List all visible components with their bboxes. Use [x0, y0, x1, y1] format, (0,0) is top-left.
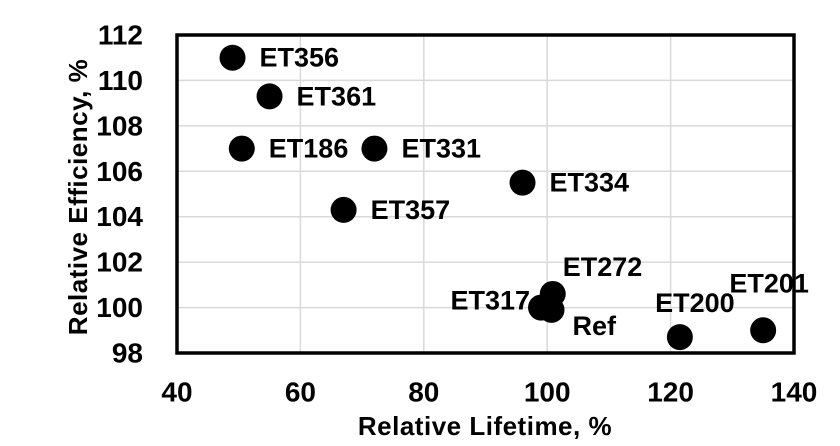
data-point-label: ET201 [729, 268, 809, 298]
data-point-label: ET361 [297, 81, 377, 111]
data-point-label: ET331 [401, 134, 481, 164]
data-point-et356 [219, 44, 246, 71]
x-tick-label: 120 [647, 377, 694, 408]
x-tick-label: 140 [771, 377, 818, 408]
data-point-label: ET357 [371, 195, 451, 225]
data-point-ref [538, 296, 565, 323]
data-point-et334 [509, 169, 536, 196]
y-tick-label: 98 [112, 338, 143, 369]
y-tick-label: 104 [96, 201, 143, 232]
data-point-label: ET356 [260, 43, 340, 73]
y-tick-label: 112 [98, 20, 143, 51]
data-point-et357 [330, 196, 357, 223]
data-point-et200 [666, 324, 693, 351]
data-point-label: ET272 [563, 252, 643, 282]
y-tick-label: 102 [96, 247, 143, 278]
y-axis-title: Relative Efficiency, % [63, 59, 93, 335]
data-point-label: ET334 [550, 168, 630, 198]
data-point-et331 [361, 135, 388, 162]
data-point-label: ET317 [450, 286, 530, 316]
y-tick-label: 106 [96, 156, 143, 187]
y-tick-label: 108 [96, 110, 143, 141]
data-point-et361 [256, 83, 283, 110]
x-tick-label: 80 [408, 377, 439, 408]
data-point-label: ET200 [655, 288, 735, 318]
data-point-label: ET186 [269, 134, 349, 164]
x-axis-title: Relative Lifetime, % [358, 411, 612, 441]
x-tick-label: 100 [524, 377, 571, 408]
data-point-et186 [228, 135, 255, 162]
y-tick-label: 100 [96, 292, 143, 323]
plot-border [175, 33, 796, 355]
x-tick-label: 60 [285, 377, 316, 408]
y-tick-label: 110 [98, 65, 143, 96]
data-point-label: Ref [573, 311, 618, 341]
data-point-et201 [750, 317, 777, 344]
x-tick-label: 40 [161, 377, 192, 408]
